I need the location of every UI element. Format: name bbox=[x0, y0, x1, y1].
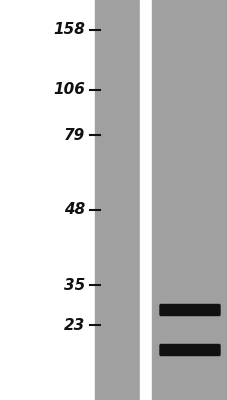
Text: 48: 48 bbox=[64, 202, 85, 218]
Text: 35: 35 bbox=[64, 278, 85, 292]
Bar bbox=[95, 0, 139, 400]
Text: 106: 106 bbox=[53, 82, 85, 98]
Text: 158: 158 bbox=[53, 22, 85, 38]
Bar bbox=[0, 0, 95, 400]
Bar bbox=[151, 0, 227, 400]
Bar bbox=[139, 0, 151, 400]
FancyBboxPatch shape bbox=[159, 304, 219, 316]
Text: 23: 23 bbox=[64, 318, 85, 332]
FancyBboxPatch shape bbox=[159, 344, 219, 356]
Text: 79: 79 bbox=[64, 128, 85, 142]
